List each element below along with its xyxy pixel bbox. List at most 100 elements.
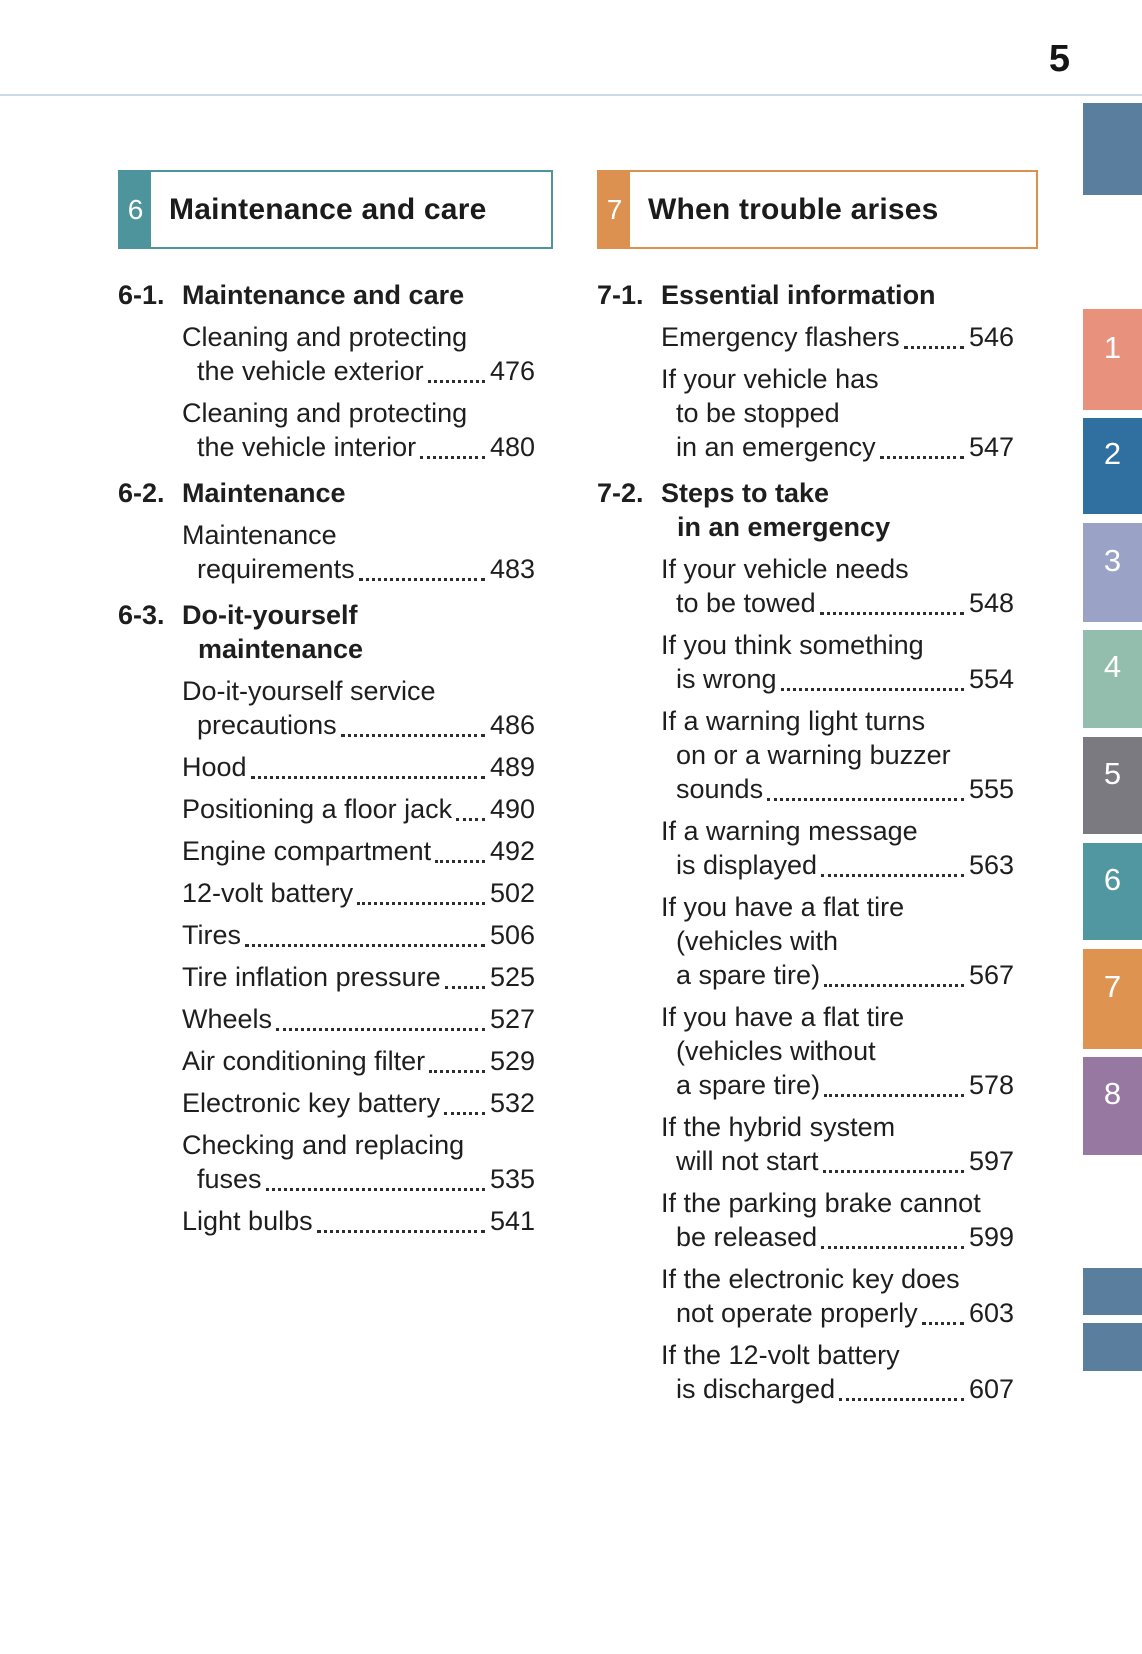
entry-text: be released xyxy=(676,1222,818,1252)
entry-last-line: Engine compartment 492 xyxy=(182,834,535,868)
edge-tab-5: 5 xyxy=(1083,737,1142,834)
entry-text-line: If a warning light turns xyxy=(661,706,926,736)
entry-text: 12-volt battery xyxy=(182,878,354,908)
entry-page-number: 492 xyxy=(489,836,535,866)
chapter-6-number-badge: 6 xyxy=(120,172,151,247)
toc-entry: If you have a flat tire (vehicles with a s… xyxy=(661,890,1014,992)
entry-text: precautions xyxy=(197,710,337,740)
entry-last-line: is wrong 554 xyxy=(661,662,1014,696)
entry-last-line: Positioning a floor jack 490 xyxy=(182,792,535,826)
entry-text-line: If the parking brake cannot xyxy=(661,1188,981,1218)
toc-entry: Wheels 527 xyxy=(182,1002,535,1036)
dot-leader xyxy=(357,902,485,905)
entry-last-line: precautions 486 xyxy=(182,708,535,742)
entry-last-line: requirements 483 xyxy=(182,552,535,586)
toc-column-chapter-7: 7-1. Essential information Emergency flash… xyxy=(597,278,1014,1406)
toc-entry: If the hybrid system will not start 597 xyxy=(661,1110,1014,1178)
dot-leader xyxy=(822,1170,964,1173)
dot-leader xyxy=(444,986,485,989)
entry-text-line: Cleaning and protecting xyxy=(182,322,468,352)
entry-page-number: 480 xyxy=(489,432,535,462)
entry-text: to be towed xyxy=(676,588,816,618)
toc-entry: Air conditioning filter 529 xyxy=(182,1044,535,1078)
entry-text-line: If the hybrid system xyxy=(661,1112,896,1142)
section-heading: 6-1. Maintenance and care xyxy=(118,278,535,312)
entry-text: Positioning a floor jack xyxy=(182,794,453,824)
entry-text: in an emergency xyxy=(676,432,876,462)
entry-page-number: 546 xyxy=(968,322,1014,352)
dot-leader xyxy=(435,860,485,863)
section-title: Maintenance xyxy=(182,476,346,510)
toc-entry: If you think something is wrong 554 xyxy=(661,628,1014,696)
section-title-line: Essential information xyxy=(661,280,936,310)
chapter-6-title: Maintenance and care xyxy=(169,192,487,226)
toc-entry: Engine compartment 492 xyxy=(182,834,535,868)
dot-leader xyxy=(921,1322,964,1325)
entry-text-line: (vehicles without xyxy=(676,1036,876,1066)
toc-entry: If the electronic key does not operate pr… xyxy=(661,1262,1014,1330)
entry-page-number: 489 xyxy=(489,752,535,782)
toc-section: 6-2. Maintenance Maintenance requirements 48… xyxy=(118,476,535,586)
toc-entry: If the parking brake cannot be released 59… xyxy=(661,1186,1014,1254)
entry-text: the vehicle interior xyxy=(197,432,417,462)
entry-text: Emergency flashers xyxy=(661,322,900,352)
toc-entry: Light bulbs 541 xyxy=(182,1204,535,1238)
toc-column-chapter-6: 6-1. Maintenance and care Cleaning and pro… xyxy=(118,278,535,1238)
page-number: 5 xyxy=(1048,38,1070,80)
toc-entry: If you have a flat tire (vehicles without… xyxy=(661,1000,1014,1102)
toc-entry: Hood 489 xyxy=(182,750,535,784)
entry-text-line: on or a warning buzzer xyxy=(676,740,951,770)
dot-leader xyxy=(824,1094,964,1097)
section-title: Maintenance and care xyxy=(182,278,464,312)
section-title-line: Maintenance and care xyxy=(182,280,465,310)
toc-entry: 12-volt battery 502 xyxy=(182,876,535,910)
entry-text-line: If you have a flat tire xyxy=(661,892,905,922)
entry-text: will not start xyxy=(676,1146,819,1176)
entry-text: a spare tire) xyxy=(676,1070,821,1100)
dot-leader xyxy=(276,1028,485,1031)
section-heading: 7-2. Steps to take in an emergency xyxy=(597,476,1014,544)
toc-entry: Positioning a floor jack 490 xyxy=(182,792,535,826)
entry-last-line: Tire inflation pressure 525 xyxy=(182,960,535,994)
entry-page-number: 563 xyxy=(968,850,1014,880)
section-title-line: maintenance xyxy=(198,634,364,664)
entry-page-number: 554 xyxy=(968,664,1014,694)
entry-last-line: Light bulbs 541 xyxy=(182,1204,535,1238)
toc-section: 7-2. Steps to take in an emergency If your … xyxy=(597,476,1014,1406)
section-number: 6-2. xyxy=(118,478,165,508)
dot-leader xyxy=(903,346,964,349)
entry-page-number: 555 xyxy=(968,774,1014,804)
entry-page-number: 578 xyxy=(968,1070,1014,1100)
entry-page-number: 597 xyxy=(968,1146,1014,1176)
toc-entry: Cleaning and protecting the vehicle exter… xyxy=(182,320,535,388)
chapter-7-header-box: 7 When trouble arises xyxy=(597,170,1038,249)
entry-text-line: If your vehicle needs xyxy=(661,554,909,584)
toc-entry: Do-it-yourself service precautions 486 xyxy=(182,674,535,742)
entry-text: sounds xyxy=(676,774,764,804)
entry-page-number: 548 xyxy=(968,588,1014,618)
entry-last-line: Tires 506 xyxy=(182,918,535,952)
dot-leader xyxy=(456,818,485,821)
section-title: Do-it-yourself maintenance xyxy=(182,598,363,666)
entry-page-number: 541 xyxy=(489,1206,535,1236)
dot-leader xyxy=(821,1246,964,1249)
toc-entry: If a warning light turns on or a warning … xyxy=(661,704,1014,806)
entry-text-line: Cleaning and protecting xyxy=(182,398,468,428)
dot-leader xyxy=(245,944,485,947)
dot-leader xyxy=(821,874,964,877)
section-number: 7-1. xyxy=(597,280,644,310)
dot-leader xyxy=(420,456,485,459)
entry-last-line: Wheels 527 xyxy=(182,1002,535,1036)
entry-text: not operate properly xyxy=(676,1298,918,1328)
entry-page-number: 532 xyxy=(489,1088,535,1118)
entry-text: requirements xyxy=(197,554,355,584)
toc-entry: Tires 506 xyxy=(182,918,535,952)
section-title-line: Do-it-yourself xyxy=(182,600,358,630)
entry-page-number: 547 xyxy=(968,432,1014,462)
entry-page-number: 525 xyxy=(489,962,535,992)
section-heading: 6-3. Do-it-yourself maintenance xyxy=(118,598,535,666)
entry-text-line: Checking and replacing xyxy=(182,1130,465,1160)
edge-tab-7: 7 xyxy=(1083,949,1142,1049)
entry-page-number: 483 xyxy=(489,554,535,584)
toc-entry: Electronic key battery 532 xyxy=(182,1086,535,1120)
